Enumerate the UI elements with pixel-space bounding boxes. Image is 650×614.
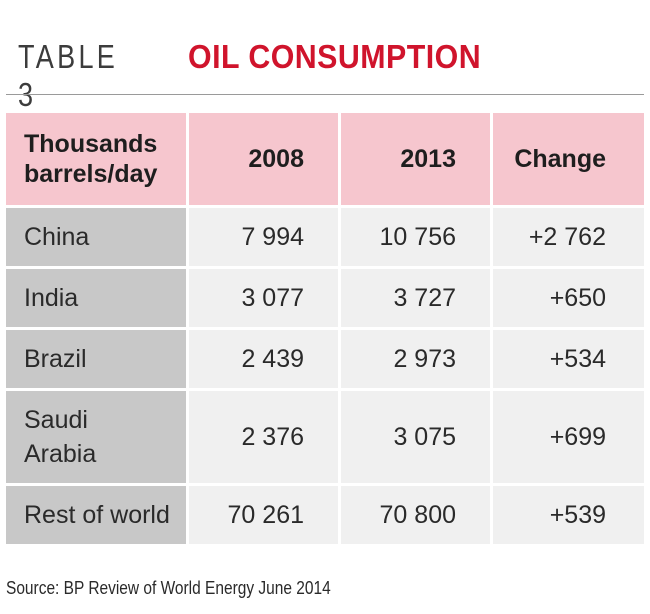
source-note: Source: BP Review of World Energy June 2…: [6, 578, 331, 598]
table-row: China 7 994 10 756 +2 762: [6, 208, 644, 266]
column-header-unit: Thousands barrels/day: [6, 113, 186, 205]
row-region: Rest of world: [6, 486, 186, 544]
row-change: +699: [490, 391, 644, 483]
row-change: +650: [490, 269, 644, 327]
table-row: Brazil 2 439 2 973 +534: [6, 330, 644, 388]
heading-divider: [6, 94, 644, 95]
column-header-2013: 2013: [338, 113, 490, 205]
table-title: OIL CONSUMPTION: [188, 38, 482, 75]
table-heading: TABLE 3 OIL CONSUMPTION: [18, 38, 507, 114]
row-region: India: [6, 269, 186, 327]
row-value-2008: 2 439: [186, 330, 338, 388]
row-region: China: [6, 208, 186, 266]
row-value-2008: 2 376: [186, 391, 338, 483]
row-region: Brazil: [6, 330, 186, 388]
row-value-2013: 2 973: [338, 330, 490, 388]
row-value-2008: 3 077: [186, 269, 338, 327]
row-change: +539: [490, 486, 644, 544]
table-number: TABLE 3: [18, 38, 119, 113]
table-row: Saudi Arabia 2 376 3 075 +699: [6, 391, 644, 483]
header-row: Thousands barrels/day 2008 2013 Change: [6, 113, 644, 205]
column-header-2008: 2008: [186, 113, 338, 205]
row-value-2008: 70 261: [186, 486, 338, 544]
row-value-2013: 3 727: [338, 269, 490, 327]
row-value-2013: 3 075: [338, 391, 490, 483]
row-value-2013: 70 800: [338, 486, 490, 544]
row-value-2008: 7 994: [186, 208, 338, 266]
column-header-change: Change: [490, 113, 644, 205]
row-change: +534: [490, 330, 644, 388]
row-change: +2 762: [490, 208, 644, 266]
table-row: Rest of world 70 261 70 800 +539: [6, 486, 644, 544]
table-row: India 3 077 3 727 +650: [6, 269, 644, 327]
row-value-2013: 10 756: [338, 208, 490, 266]
oil-consumption-table: Thousands barrels/day 2008 2013 Change C…: [6, 110, 644, 547]
row-region: Saudi Arabia: [6, 391, 186, 483]
